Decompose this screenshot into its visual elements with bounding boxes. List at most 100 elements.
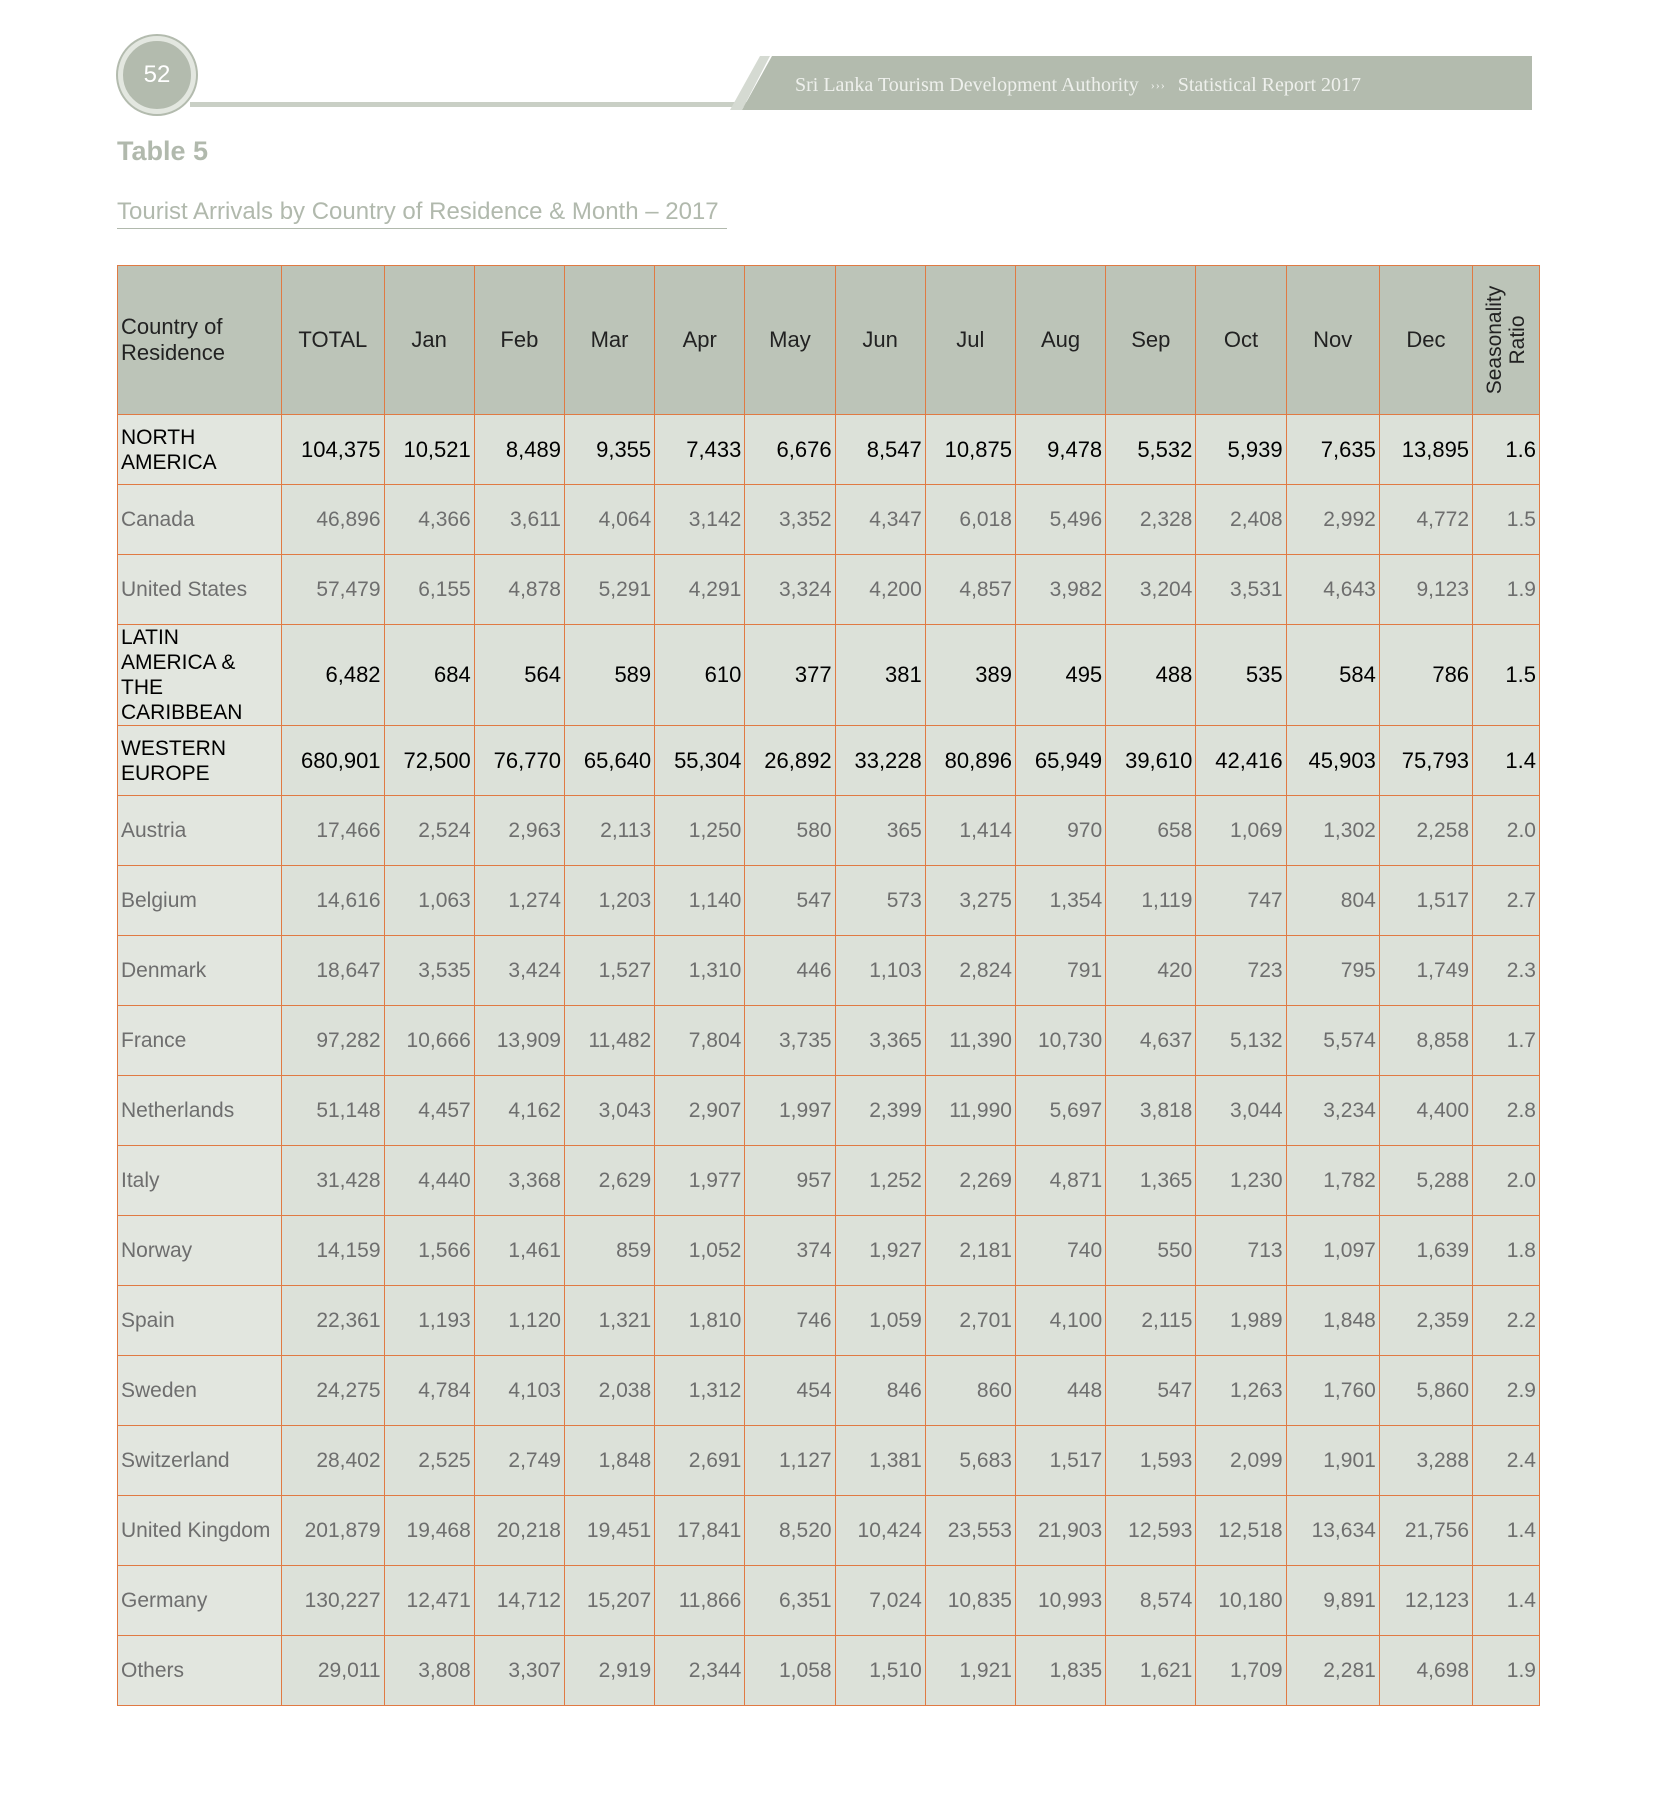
month-cell: 1,977 — [654, 1145, 746, 1216]
column-header-month: Apr — [654, 265, 746, 415]
month-cell: 76,770 — [473, 725, 565, 796]
month-cell: 746 — [744, 1285, 836, 1356]
month-cell: 9,478 — [1014, 414, 1107, 485]
month-cell: 1,527 — [563, 935, 656, 1006]
month-cell: 454 — [744, 1355, 836, 1426]
total-cell: 97,282 — [281, 1005, 385, 1076]
month-cell: 2,328 — [1105, 484, 1197, 555]
organization-name: Sri Lanka Tourism Development Authority — [795, 73, 1139, 96]
month-cell: 381 — [834, 624, 926, 726]
month-cell: 3,535 — [383, 935, 475, 1006]
month-cell: 3,142 — [654, 484, 746, 555]
month-cell: 1,230 — [1195, 1145, 1287, 1216]
table-row: Italy 31,428 4,440 3,368 2,629 1,977 957 1,252 2… — [116, 1145, 1540, 1216]
month-cell: 2,524 — [383, 795, 475, 866]
month-cell: 1,052 — [654, 1215, 746, 1286]
arrivals-table: Country of Residence TOTAL Jan Feb Mar Apr M… — [116, 265, 1540, 1706]
month-cell: 33,228 — [834, 725, 926, 796]
month-cell: 1,203 — [563, 865, 656, 936]
month-cell: 1,274 — [473, 865, 565, 936]
month-cell: 19,451 — [563, 1495, 656, 1566]
table-row: United States 57,479 6,155 4,878 5,291 4,291 3… — [116, 554, 1540, 625]
month-cell: 4,366 — [383, 484, 475, 555]
total-cell: 28,402 — [281, 1425, 385, 1496]
month-cell: 1,119 — [1105, 865, 1197, 936]
month-cell: 957 — [744, 1145, 836, 1216]
month-cell: 804 — [1285, 865, 1380, 936]
month-cell: 1,063 — [383, 865, 475, 936]
total-cell: 17,466 — [281, 795, 385, 866]
month-cell: 2,181 — [924, 1215, 1016, 1286]
month-cell: 1,927 — [834, 1215, 926, 1286]
report-name: Statistical Report 2017 — [1177, 73, 1362, 96]
month-cell: 3,044 — [1195, 1075, 1287, 1146]
month-cell: 1,593 — [1105, 1425, 1197, 1496]
month-cell: 15,207 — [563, 1565, 656, 1636]
month-cell: 2,629 — [563, 1145, 656, 1216]
month-cell: 547 — [1105, 1355, 1197, 1426]
month-cell: 1,749 — [1378, 935, 1474, 1006]
month-cell: 5,683 — [924, 1425, 1016, 1496]
month-cell: 4,878 — [473, 554, 565, 625]
seasonality-ratio-cell: 2.4 — [1472, 1425, 1540, 1496]
country-cell: United Kingdom — [116, 1495, 283, 1566]
month-cell: 2,919 — [563, 1635, 656, 1706]
country-cell: LATIN AMERICA & THE CARIBBEAN — [116, 624, 283, 726]
month-cell: 13,895 — [1378, 414, 1474, 485]
month-cell: 11,390 — [924, 1005, 1016, 1076]
month-cell: 846 — [834, 1355, 926, 1426]
month-cell: 4,162 — [473, 1075, 565, 1146]
month-cell: 2,992 — [1285, 484, 1380, 555]
region-row: NORTH AMERICA 104,375 10,521 8,489 9,355 7,43… — [116, 414, 1540, 485]
month-cell: 12,471 — [383, 1565, 475, 1636]
month-cell: 10,424 — [834, 1495, 926, 1566]
month-cell: 5,496 — [1014, 484, 1107, 555]
month-cell: 859 — [563, 1215, 656, 1286]
table-title: Tourist Arrivals by Country of Residence… — [117, 198, 727, 229]
country-cell: Switzerland — [116, 1425, 283, 1496]
month-cell: 8,574 — [1105, 1565, 1197, 1636]
month-cell: 495 — [1014, 624, 1107, 726]
month-cell: 1,461 — [473, 1215, 565, 1286]
month-cell: 1,354 — [1014, 865, 1107, 936]
total-cell: 22,361 — [281, 1285, 385, 1356]
month-cell: 2,749 — [473, 1425, 565, 1496]
month-cell: 7,024 — [834, 1565, 926, 1636]
total-cell: 201,879 — [281, 1495, 385, 1566]
table-row: Austria 17,466 2,524 2,963 2,113 1,250 580 365 1… — [116, 795, 1540, 866]
region-row: LATIN AMERICA & THE CARIBBEAN 6,482 684 564… — [116, 624, 1540, 726]
country-cell: Italy — [116, 1145, 283, 1216]
month-cell: 1,997 — [744, 1075, 836, 1146]
month-cell: 9,123 — [1378, 554, 1474, 625]
month-cell: 448 — [1014, 1355, 1107, 1426]
month-cell: 1,058 — [744, 1635, 836, 1706]
month-cell: 17,841 — [654, 1495, 746, 1566]
month-cell: 786 — [1378, 624, 1474, 726]
table-row: Canada 46,896 4,366 3,611 4,064 3,142 3,352 4,3… — [116, 484, 1540, 555]
seasonality-ratio-cell: 1.9 — [1472, 554, 1540, 625]
month-cell: 420 — [1105, 935, 1197, 1006]
total-cell: 24,275 — [281, 1355, 385, 1426]
month-cell: 2,269 — [924, 1145, 1016, 1216]
country-cell: France — [116, 1005, 283, 1076]
seasonality-ratio-cell: 1.4 — [1472, 1565, 1540, 1636]
table-row: Others 29,011 3,808 3,307 2,919 2,344 1,058 1,5… — [116, 1635, 1540, 1706]
month-cell: 10,993 — [1014, 1565, 1107, 1636]
month-cell: 3,808 — [383, 1635, 475, 1706]
month-cell: 589 — [563, 624, 656, 726]
month-cell: 4,784 — [383, 1355, 475, 1426]
country-cell: WESTERN EUROPE — [116, 725, 283, 796]
month-cell: 9,891 — [1285, 1565, 1380, 1636]
total-cell: 18,647 — [281, 935, 385, 1006]
table-header-row: Country of Residence TOTAL Jan Feb Mar Apr M… — [116, 265, 1540, 415]
month-cell: 1,252 — [834, 1145, 926, 1216]
seasonality-ratio-cell: 2.8 — [1472, 1075, 1540, 1146]
column-header-month: May — [744, 265, 836, 415]
month-cell: 1,566 — [383, 1215, 475, 1286]
month-cell: 2,701 — [924, 1285, 1016, 1356]
month-cell: 5,288 — [1378, 1145, 1474, 1216]
month-cell: 10,835 — [924, 1565, 1016, 1636]
month-cell: 2,113 — [563, 795, 656, 866]
table-row: Spain 22,361 1,193 1,120 1,321 1,810 746 1,059 2… — [116, 1285, 1540, 1356]
month-cell: 13,909 — [473, 1005, 565, 1076]
